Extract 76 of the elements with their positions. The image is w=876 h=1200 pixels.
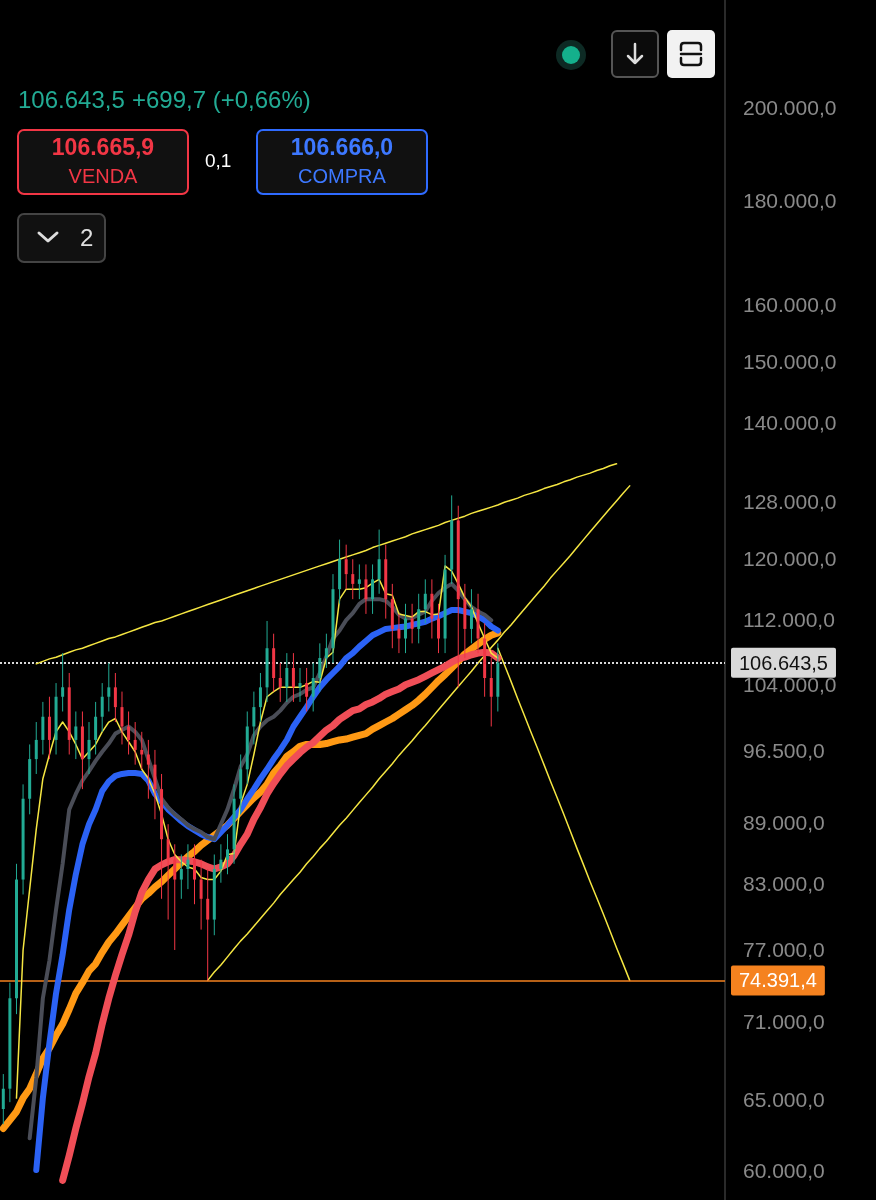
candlestick (423, 578, 427, 624)
candlestick (377, 529, 381, 595)
y-tick-label: 200.000,0 (743, 96, 837, 120)
y-tick-label: 83.000,0 (743, 872, 825, 896)
candlestick (371, 563, 375, 615)
annotation: COMPRA (297, 164, 387, 188)
y-tick-label: 180.000,0 (743, 189, 837, 213)
candlestick (133, 721, 137, 766)
candlestick (469, 588, 473, 644)
candlestick (193, 843, 197, 905)
annotation: 106.665,9 (50, 134, 156, 162)
candlestick (113, 672, 117, 723)
candlestick (436, 603, 440, 654)
y-tick-label: 140.000,0 (743, 411, 837, 435)
candlestick (94, 701, 98, 755)
y-tick-label: 112.000,0 (743, 607, 835, 631)
candlestick (146, 739, 150, 800)
candlestick (173, 843, 177, 951)
candlestick (351, 558, 355, 600)
candlestick (489, 657, 493, 727)
y-tick-label: 160.000,0 (743, 293, 837, 317)
y-tick-label: 65.000,0 (743, 1087, 825, 1111)
candlestick (364, 563, 368, 615)
candlestick (298, 667, 302, 703)
candlestick (305, 667, 309, 712)
candlestick (107, 662, 111, 712)
ref-line-label: 106.643,5 (739, 651, 828, 674)
candlestick (357, 563, 361, 600)
candlestick (410, 603, 414, 644)
ref-line-label: 74.391,4 (739, 969, 817, 992)
candlestick (278, 662, 282, 703)
candlestick (324, 633, 328, 669)
candlestick (61, 652, 65, 712)
line-series (497, 647, 631, 982)
y-tick-label: 96.500,0 (743, 739, 825, 763)
annotation: +699,7 (+0,66%) (132, 86, 311, 115)
line-series (35, 463, 618, 665)
candlestick (186, 843, 190, 890)
candlestick (34, 721, 38, 775)
candlestick (219, 843, 223, 884)
candlestick (318, 642, 322, 693)
candlestick (100, 682, 104, 733)
y-tick-label: 89.000,0 (743, 810, 825, 834)
candlestick (47, 696, 51, 760)
candlestick (291, 652, 295, 703)
annotation: 106.666,0 (289, 134, 395, 162)
y-tick-label: 150.000,0 (743, 350, 837, 374)
candlestick (258, 672, 262, 723)
y-tick-label: 104.000,0 (743, 673, 837, 697)
candlestick (311, 662, 315, 712)
candlestick (397, 613, 401, 654)
candlestick (285, 652, 289, 703)
candlestick (206, 868, 210, 981)
candlestick (252, 691, 256, 745)
candlestick (74, 710, 78, 760)
y-tick-label: 77.000,0 (743, 938, 825, 962)
candlestick (417, 593, 421, 644)
candlestick (179, 854, 183, 900)
candlestick (225, 833, 229, 875)
candlestick (127, 710, 131, 755)
y-tick-label: 120.000,0 (743, 547, 837, 571)
y-tick-label: 128.000,0 (743, 490, 837, 514)
candlestick (1, 1073, 5, 1125)
annotation: 106.643,5 (18, 86, 125, 115)
y-tick-label: 71.000,0 (743, 1010, 825, 1034)
candlestick (404, 603, 408, 654)
candlestick (87, 721, 91, 775)
annotation: VENDA (67, 164, 139, 188)
y-tick-label: 60.000,0 (743, 1158, 825, 1182)
annotation: 0,1 (205, 150, 232, 173)
candlestick (120, 691, 124, 745)
candlestick (344, 544, 348, 590)
candlestick (199, 859, 203, 931)
annotation: 2 (80, 224, 94, 253)
candlestick (41, 701, 45, 755)
candlestick (166, 823, 170, 921)
